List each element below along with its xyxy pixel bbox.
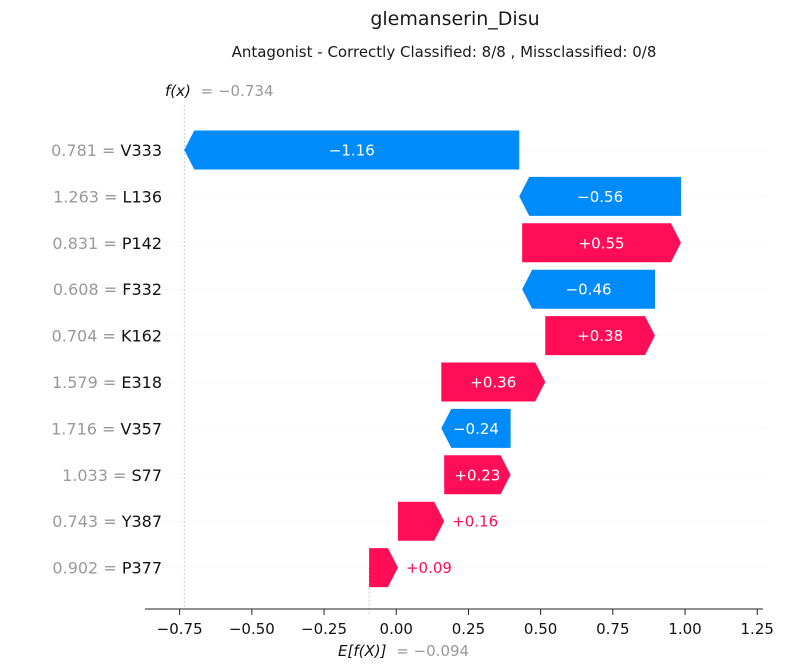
bar-value-label: −0.24 xyxy=(453,420,499,438)
feature-name: S77 xyxy=(131,466,162,485)
x-tick-label: 0.50 xyxy=(524,620,557,638)
feature-value: 1.033 = xyxy=(62,466,131,485)
efx-value: = −0.094 xyxy=(396,642,469,660)
bar-value-label: +0.16 xyxy=(452,513,498,531)
bar-v357 xyxy=(441,408,511,448)
feature-name: Y387 xyxy=(121,512,162,531)
bar-value-label: +0.55 xyxy=(579,234,625,252)
feature-label: 0.781 = V333 xyxy=(51,141,162,160)
x-tick-label: 1.25 xyxy=(741,620,774,638)
bar-value-label: +0.09 xyxy=(406,559,452,577)
feature-value: 0.608 = xyxy=(53,280,122,299)
feature-label: 0.831 = P142 xyxy=(52,234,162,253)
fx-label: f(x) = −0.734 xyxy=(165,82,274,100)
x-tick-label: 1.00 xyxy=(668,620,701,638)
bars: −1.16 −0.56 +0.55 −0.46 +0.38 +0.36 −0.24 +0.23… xyxy=(184,130,681,588)
feature-name: V333 xyxy=(121,141,162,160)
feature-name: P142 xyxy=(122,234,162,253)
bar-k162 xyxy=(545,316,655,356)
feature-name: K162 xyxy=(121,327,162,346)
feature-value: 1.579 = xyxy=(52,373,121,392)
feature-label: 1.033 = S77 xyxy=(62,466,162,485)
bar-value-label: +0.38 xyxy=(577,327,623,345)
chart-title: glemanserin_Disu xyxy=(370,8,539,30)
feature-name: P377 xyxy=(122,559,162,578)
x-tick-label: 0.75 xyxy=(596,620,629,638)
reference-lines xyxy=(183,105,370,615)
bar-value-label: −1.16 xyxy=(329,142,375,160)
feature-label: 1.263 = L136 xyxy=(53,187,162,206)
fx-value: = −0.734 xyxy=(201,82,274,100)
feature-value: 0.704 = xyxy=(52,327,121,346)
feature-value: 0.743 = xyxy=(52,512,121,531)
bar-value-label: −0.46 xyxy=(566,281,612,299)
chart-subtitle: Antagonist - Correctly Classified: 8/8 ,… xyxy=(232,43,657,61)
bar-value-label: −0.56 xyxy=(577,188,623,206)
feature-label: 1.716 = V357 xyxy=(51,419,162,438)
feature-label: 0.704 = K162 xyxy=(52,327,162,346)
bar-p142 xyxy=(522,223,681,263)
x-tick-label: 0.25 xyxy=(452,620,485,638)
feature-label: 0.743 = Y387 xyxy=(52,512,162,531)
bar-p377 xyxy=(369,548,398,588)
feature-name: L136 xyxy=(123,187,162,206)
bar-l136 xyxy=(519,176,681,216)
x-axis: −0.75 −0.50 −0.25 0.00 0.25 0.50 0.75 1.00 1.25 xyxy=(145,608,774,638)
x-tick-label: 0.00 xyxy=(380,620,413,638)
feature-value: 0.831 = xyxy=(52,234,121,253)
feature-value: 0.781 = xyxy=(51,141,120,160)
efx-label-text: E[f(X)] xyxy=(338,642,387,660)
feature-name: F332 xyxy=(122,280,162,299)
feature-label: 0.608 = F332 xyxy=(53,280,162,299)
bar-v333 xyxy=(184,130,520,170)
bar-f332 xyxy=(522,269,655,309)
feature-value: 0.902 = xyxy=(52,559,121,578)
feature-value: 1.716 = xyxy=(51,419,120,438)
bar-y387 xyxy=(397,501,445,541)
efx-annotation: E[f(X)] = −0.094 xyxy=(338,642,469,660)
bar-s77 xyxy=(444,455,511,495)
feature-name: E318 xyxy=(121,373,162,392)
bar-e318 xyxy=(441,362,546,402)
bar-value-label: +0.36 xyxy=(470,374,516,392)
efx-label: E[f(X)] = −0.094 xyxy=(338,642,469,660)
fx-annotation: f(x) = −0.734 xyxy=(165,82,274,100)
feature-labels: 0.781 = V333 1.263 = L136 0.831 = P142 0.60… xyxy=(51,141,162,578)
feature-value: 1.263 = xyxy=(53,187,122,206)
fx-label-text: f(x) xyxy=(165,82,191,100)
x-tick-label: −0.25 xyxy=(301,620,347,638)
feature-name: V357 xyxy=(121,419,162,438)
x-tick-label: −0.75 xyxy=(157,620,203,638)
feature-label: 1.579 = E318 xyxy=(52,373,162,392)
feature-label: 0.902 = P377 xyxy=(52,559,162,578)
bar-value-label: +0.23 xyxy=(454,466,500,484)
x-tick-label: −0.50 xyxy=(229,620,275,638)
